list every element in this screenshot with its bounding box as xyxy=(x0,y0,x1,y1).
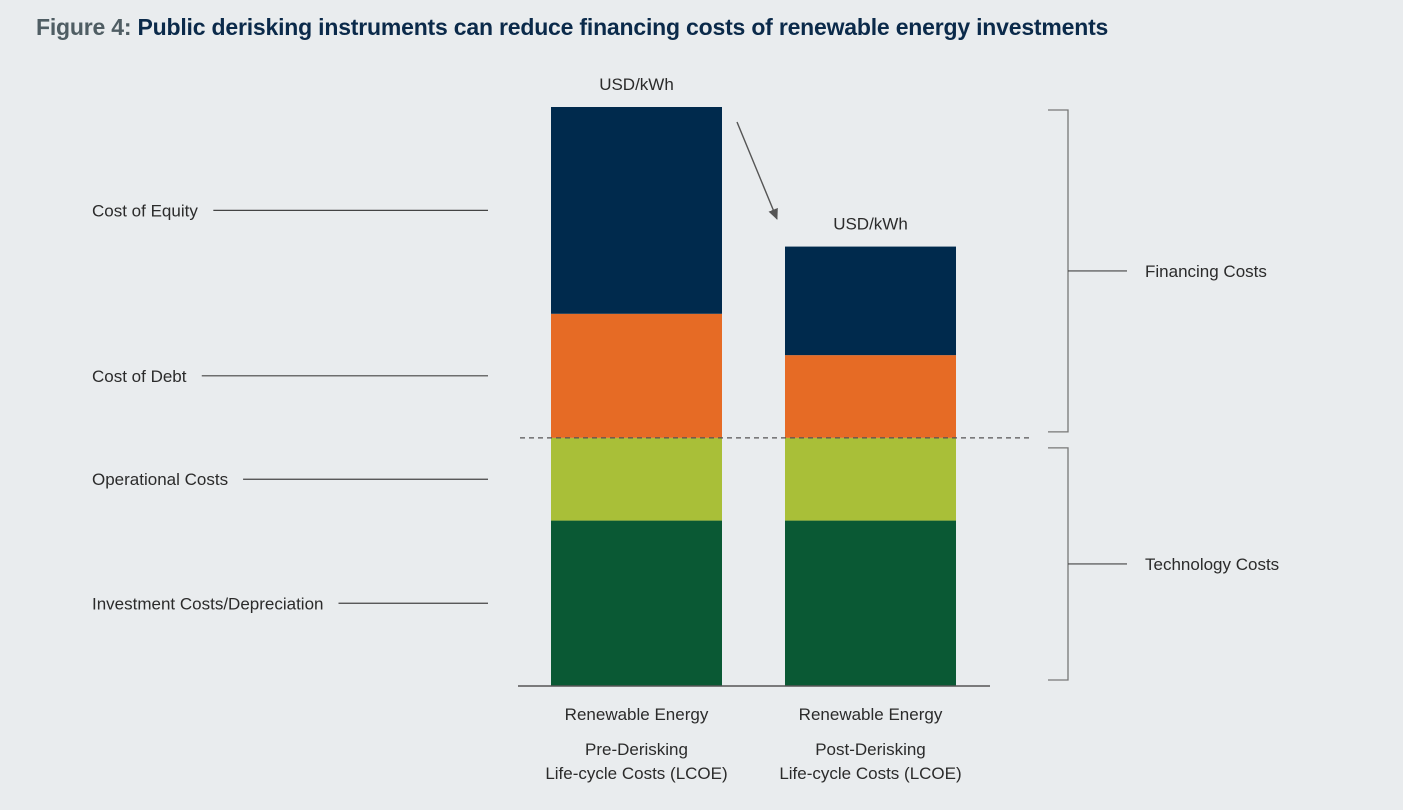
figure-title-prefix: Figure 4: xyxy=(36,14,132,40)
figure-title-main: Public derisking instruments can reduce … xyxy=(137,14,1109,40)
bar-unit-label: USD/kWh xyxy=(599,75,674,94)
category-label-line3: Life-cycle Costs (LCOE) xyxy=(779,764,961,783)
bar-segment-cost-of-debt-2 xyxy=(785,355,956,438)
category-label-line2: Pre-Derisking xyxy=(585,740,688,759)
bar-unit-label: USD/kWh xyxy=(833,215,908,234)
bar-segment-cost-of-debt-1 xyxy=(551,313,722,438)
category-label-line1: Renewable Energy xyxy=(799,705,943,724)
bar-segment-investment-costs-depreciation-1 xyxy=(551,520,722,686)
bar-segment-investment-costs-depreciation-2 xyxy=(785,520,956,686)
technology-costs-bracket xyxy=(1048,447,1069,681)
financing-costs-bracket xyxy=(1048,109,1069,433)
legend-label-cost-of-debt: Cost of Debt xyxy=(92,367,187,386)
bar-segment-cost-of-equity-2 xyxy=(785,246,956,356)
figure-title: Figure 4: Public derisking instruments c… xyxy=(36,14,1396,41)
bar-segment-cost-of-equity-1 xyxy=(551,107,722,314)
bar-segment-operational-costs-1 xyxy=(551,437,722,521)
category-label-line2: Post-Derisking xyxy=(815,740,926,759)
legend-label-operational-costs: Operational Costs xyxy=(92,470,228,489)
legend-label-investment-costs-depreciation: Investment Costs/Depreciation xyxy=(92,594,324,613)
legend-label-cost-of-equity: Cost of Equity xyxy=(92,201,198,220)
bar-segment-operational-costs-2 xyxy=(785,437,956,521)
financing-costs-label: Financing Costs xyxy=(1145,262,1267,281)
category-label-line3: Life-cycle Costs (LCOE) xyxy=(545,764,727,783)
category-label-line1: Renewable Energy xyxy=(565,705,709,724)
reduction-arrow xyxy=(736,121,778,220)
technology-costs-label: Technology Costs xyxy=(1145,555,1279,574)
